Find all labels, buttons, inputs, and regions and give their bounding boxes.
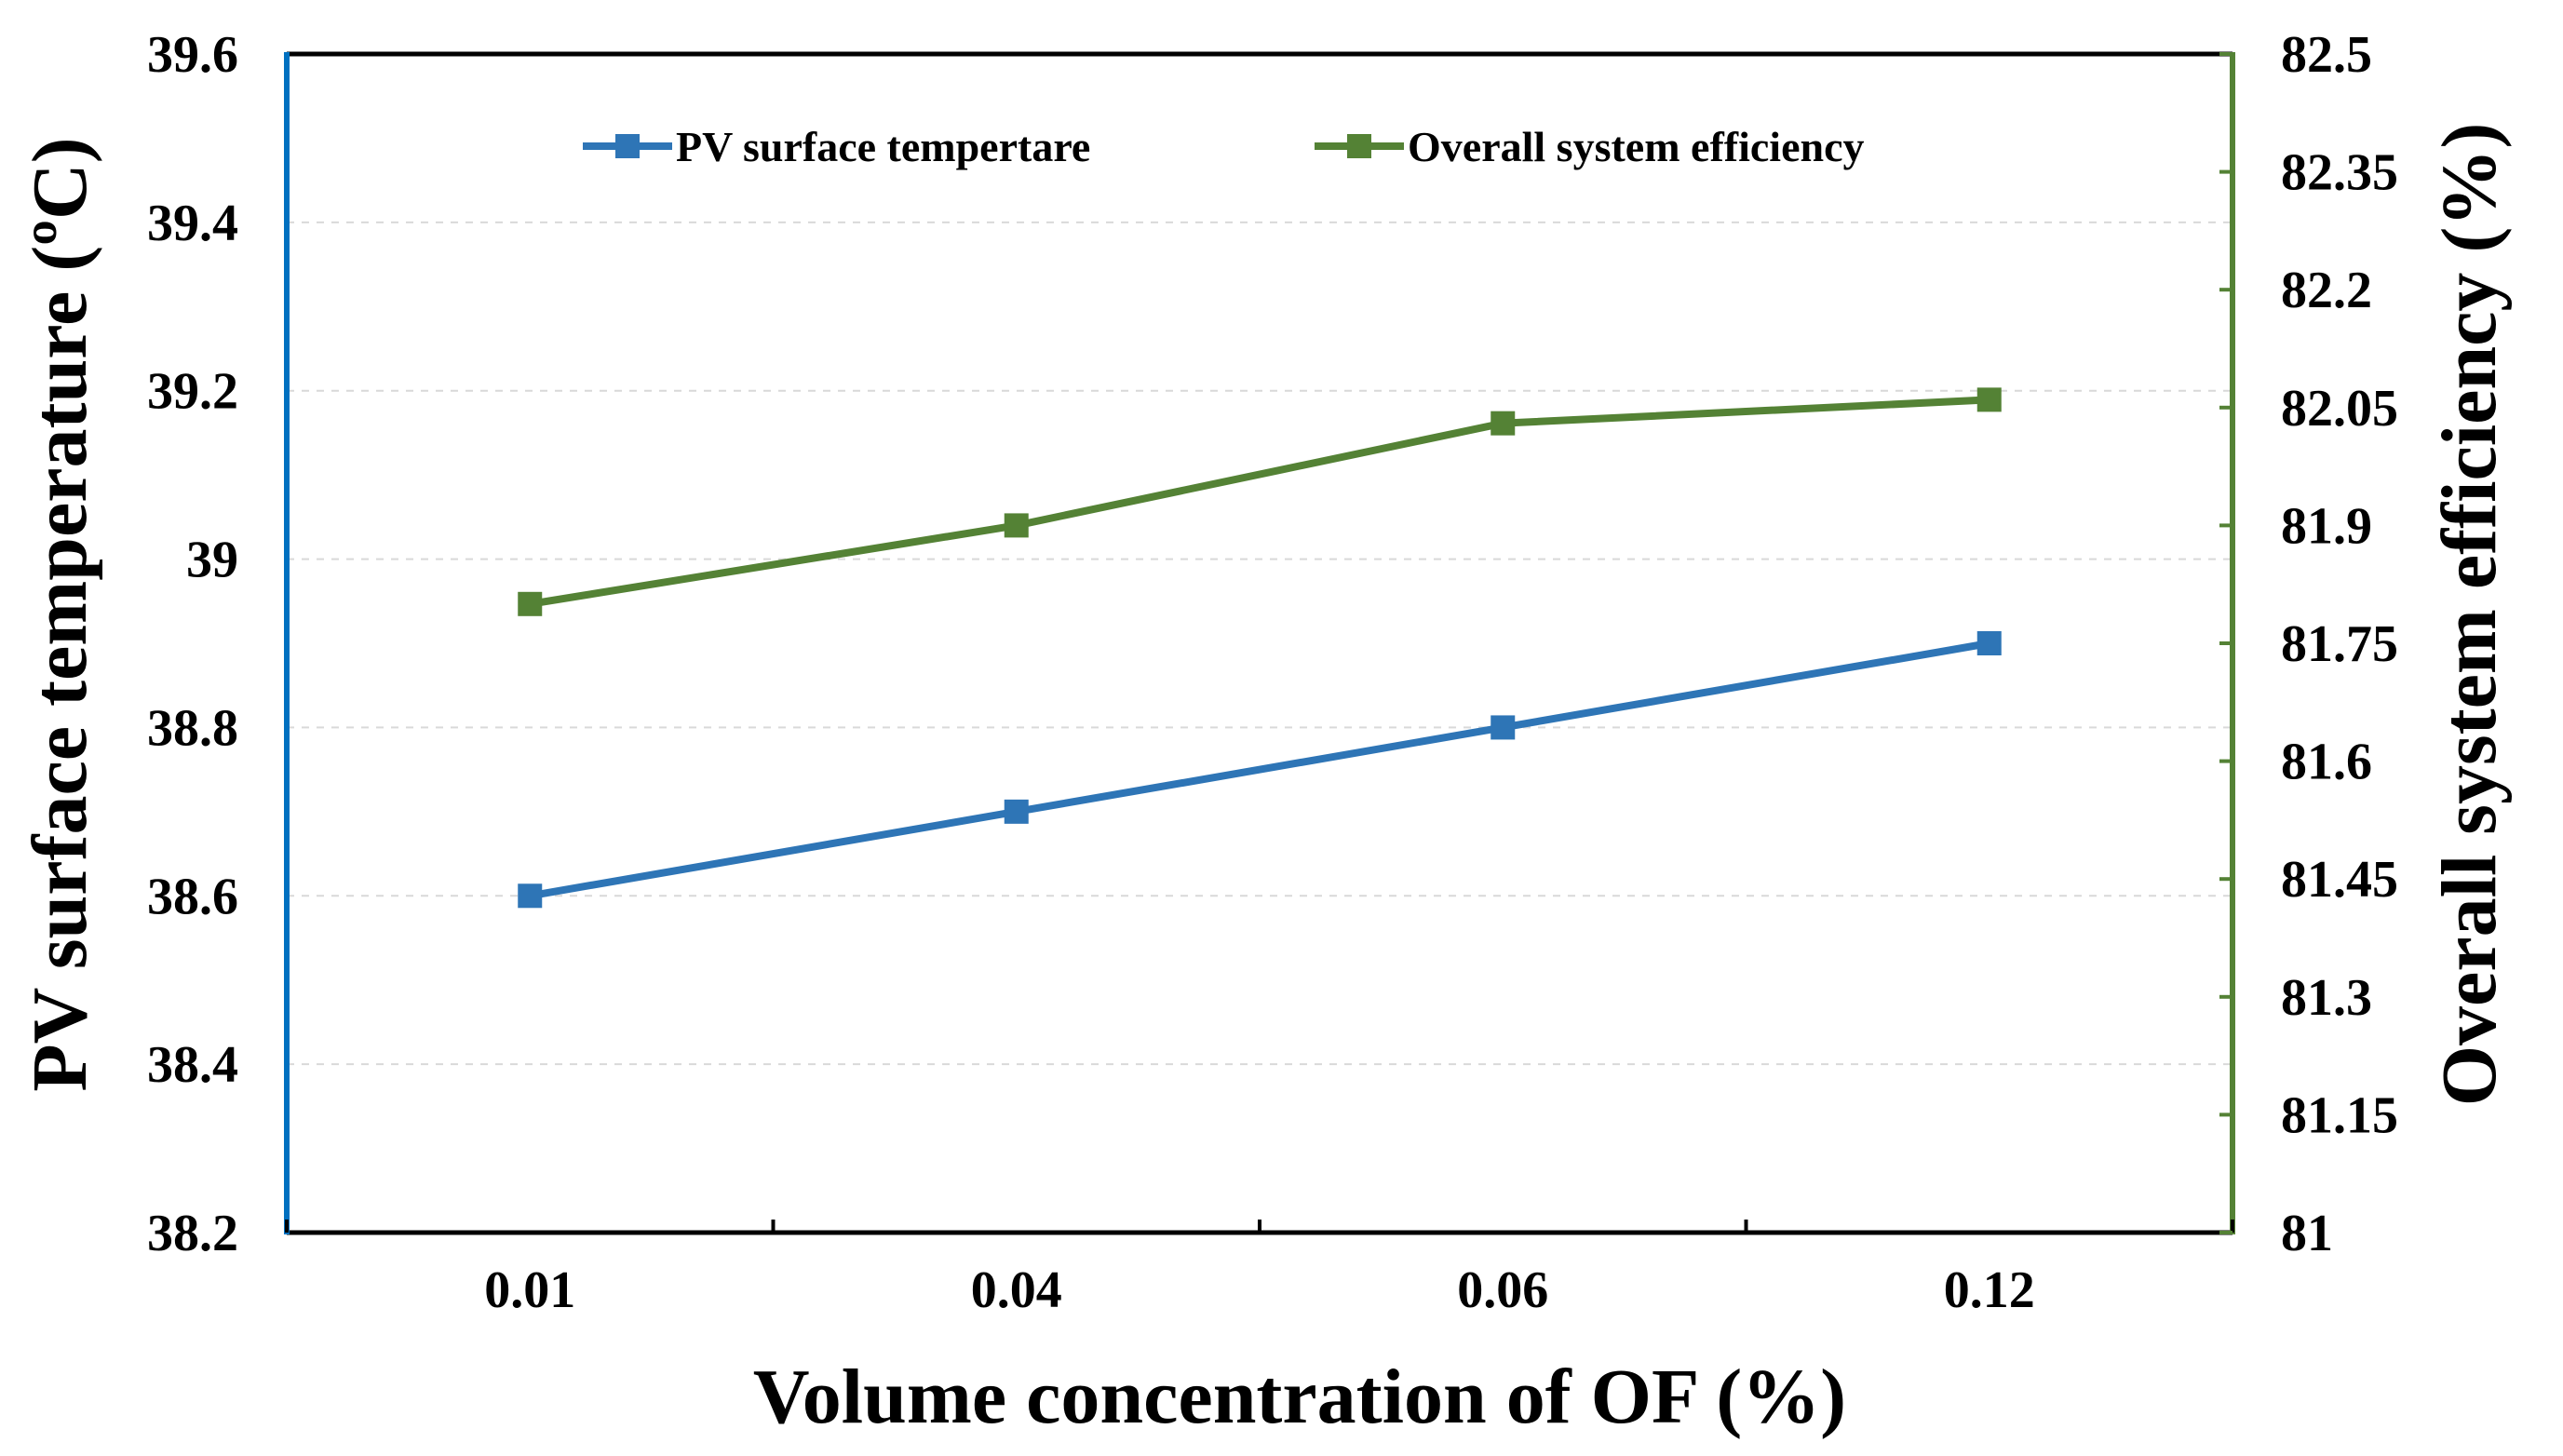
- x-tick-label: 0.12: [1944, 1261, 2035, 1319]
- y-left-tick-label: 38.2: [147, 1205, 238, 1262]
- y-right-tick-label: 82.05: [2281, 380, 2398, 438]
- y-axis-left-title: PV surface temperature (ºC): [17, 137, 103, 1091]
- data-point-series-2: [1976, 387, 2002, 412]
- y-left-tick-label: 38.4: [147, 1036, 238, 1094]
- y-right-tick-label: 82.5: [2281, 26, 2372, 84]
- series-layer: [518, 387, 2002, 909]
- y-right-tick-label: 81.15: [2281, 1086, 2398, 1144]
- y-right-tick-label: 82.35: [2281, 144, 2398, 202]
- y-left-tick-label: 38.6: [147, 868, 238, 925]
- x-axis-title: Volume concentration of OF (%): [753, 1354, 1846, 1440]
- data-point-series-2: [1491, 411, 1516, 436]
- axes: [284, 51, 2235, 1235]
- series-line-1: [529, 640, 1990, 900]
- y-left-tick-label: 39: [186, 532, 238, 589]
- y-right-tick-label: 81.45: [2281, 851, 2398, 909]
- legend-label: PV surface tempertare: [676, 123, 1090, 170]
- legend: PV surface tempertare Overall system effi…: [583, 123, 1864, 170]
- data-point-series-2: [1004, 513, 1029, 538]
- x-tick-label: 0.04: [971, 1261, 1062, 1319]
- data-point-series-1: [518, 883, 543, 909]
- legend-swatch-marker: [1347, 134, 1371, 158]
- data-point-series-1: [1004, 799, 1029, 824]
- y-right-tick-label: 82.2: [2281, 262, 2372, 319]
- legend-label: Overall system efficiency: [1408, 123, 1864, 170]
- y-left-tick-label: 39.6: [147, 26, 238, 84]
- x-tick-label: 0.06: [1457, 1261, 1548, 1319]
- data-point-series-1: [1491, 715, 1516, 740]
- data-point-series-2: [518, 591, 543, 616]
- y-right-tick-label: 81: [2281, 1205, 2333, 1262]
- y-left-tick-label: 38.8: [147, 699, 238, 757]
- y-right-tick-label: 81.3: [2281, 969, 2372, 1027]
- y-left-tick-label: 39.2: [147, 363, 238, 421]
- x-tick-label: 0.01: [484, 1261, 575, 1319]
- y-right-tick-label: 81.6: [2281, 734, 2372, 791]
- legend-swatch-marker: [615, 134, 640, 158]
- y-right-tick-label: 81.75: [2281, 615, 2398, 673]
- gridlines: [287, 221, 2233, 1066]
- y-axis-right-title: Overall system efficiency (%): [2426, 123, 2513, 1107]
- series-line-2: [529, 396, 1990, 608]
- data-point-series-1: [1976, 631, 2002, 655]
- y-left-tick-label: 39.4: [147, 195, 238, 252]
- y-right-tick-label: 81.9: [2281, 497, 2372, 555]
- tick-labels: 0.01 0.04 0.06 0.12 38.2 38.4 38.6 38.8 39 39.2 39…: [147, 26, 2398, 1319]
